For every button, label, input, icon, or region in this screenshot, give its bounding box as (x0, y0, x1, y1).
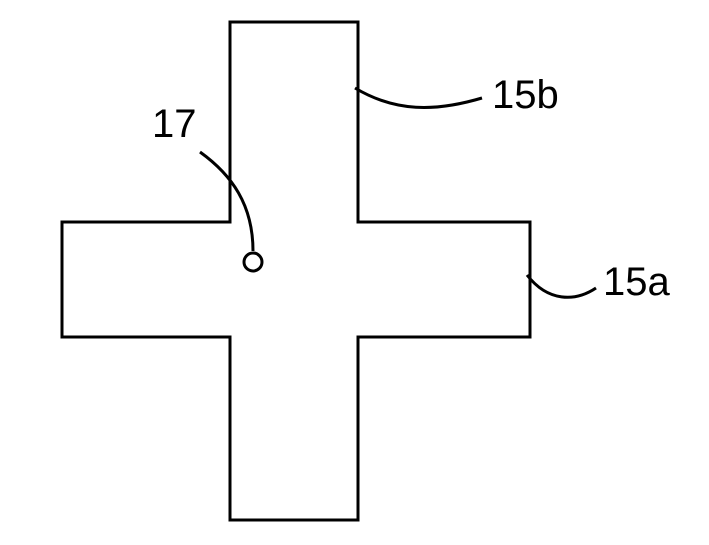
leader-line-17 (200, 152, 253, 251)
label-17: 17 (152, 102, 197, 147)
leader-line-15a (527, 275, 596, 297)
label-15a: 15a (603, 260, 670, 305)
label-15b: 15b (492, 73, 559, 118)
marker-circle-17 (244, 253, 262, 271)
diagram-container: 17 15b 15a (0, 0, 709, 540)
cross-shape (62, 22, 530, 520)
leader-line-15b (355, 88, 482, 107)
